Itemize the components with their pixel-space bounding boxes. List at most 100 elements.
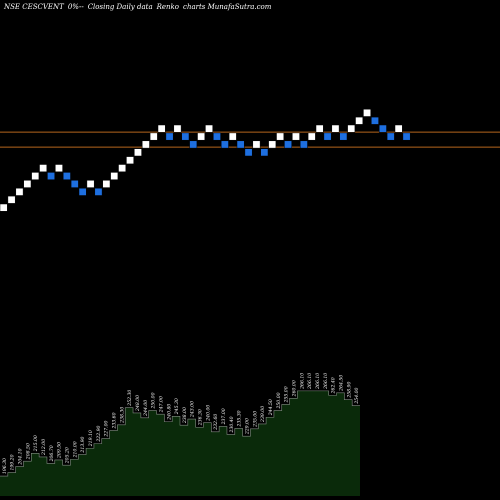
price-label-41: 266.10 [323, 373, 329, 390]
renko-brick-1 [7, 195, 16, 204]
renko-brick-26 [205, 124, 213, 133]
price-label-24: 243.00 [190, 401, 196, 418]
renko-brick-16 [126, 156, 134, 165]
price-label-2: 204.10 [18, 448, 24, 465]
renko-brick-23 [181, 132, 190, 141]
renko-brick-25 [197, 132, 206, 141]
price-label-0: 196.30 [2, 458, 8, 474]
price-label-15: 238.30 [119, 407, 125, 424]
price-label-10: 213.90 [80, 436, 86, 453]
price-label-27: 232.60 [213, 414, 219, 431]
renko-brick-20 [157, 124, 166, 133]
renko-brick-21 [165, 132, 174, 141]
renko-brick-8 [62, 172, 71, 180]
chart-title: NSE CESCVENT 0%-- Closing Daily data Renko c… [4, 3, 275, 11]
price-label-16: 252.30 [127, 390, 133, 407]
price-label-13: 227.00 [104, 420, 110, 437]
renko-brick-19 [149, 132, 158, 141]
renko-brick-28 [220, 140, 229, 149]
renko-brick-49 [386, 132, 395, 141]
price-label-25: 236.30 [198, 409, 204, 426]
price-label-31: 229.00 [245, 418, 251, 435]
price-label-22: 245.30 [174, 398, 180, 415]
price-label-26: 240.00 [205, 405, 211, 422]
renko-brick-0 [0, 203, 8, 212]
renko-brick-4 [31, 172, 40, 180]
renko-brick-36 [284, 140, 292, 149]
price-label-45: 254.00 [354, 387, 360, 404]
renko-brick-22 [173, 124, 182, 133]
price-label-19: 250.00 [151, 392, 157, 409]
price-label-17: 248.00 [135, 395, 141, 412]
price-label-37: 260.00 [291, 380, 297, 397]
price-label-34: 244.50 [268, 399, 274, 416]
price-label-12: 222.90 [96, 425, 102, 442]
renko-brick-38 [299, 140, 308, 149]
price-area-panel [0, 390, 360, 496]
title-separator: -- [78, 3, 84, 11]
title-site: charts MunafaSutra.com [183, 3, 272, 11]
price-label-44: 258.90 [346, 382, 352, 399]
price-label-9: 210.00 [72, 441, 78, 458]
price-label-18: 244.00 [143, 400, 149, 417]
reference-lines [0, 131, 500, 148]
renko-brick-6 [47, 172, 55, 180]
renko-brick-3 [23, 180, 32, 188]
renko-bricks [0, 108, 411, 212]
renko-brick-12 [94, 187, 103, 196]
price-label-36: 255.00 [284, 386, 290, 403]
price-label-5: 212.00 [41, 439, 47, 456]
renko-brick-33 [260, 148, 269, 157]
renko-brick-32 [252, 140, 261, 149]
price-label-4: 215.00 [33, 435, 39, 452]
renko-brick-34 [268, 140, 277, 149]
price-label-1: 199.20 [10, 454, 16, 470]
price-label-38: 266.10 [299, 373, 305, 390]
renko-brick-41 [323, 132, 332, 141]
title-symbol: NSE CESCVENT [4, 3, 64, 11]
price-label-11: 219.10 [88, 430, 94, 447]
renko-brick-43 [339, 132, 348, 141]
renko-brick-42 [331, 124, 340, 133]
renko-brick-30 [236, 140, 245, 149]
price-label-14: 233.60 [111, 412, 117, 429]
price-label-8: 205.20 [65, 447, 71, 464]
renko-brick-46 [363, 108, 371, 117]
title-mode: Closing Daily data [87, 3, 153, 11]
renko-brick-9 [70, 180, 79, 188]
price-label-6: 206.70 [49, 445, 55, 462]
renko-brick-31 [244, 148, 253, 157]
price-label-29: 230.40 [229, 416, 235, 433]
title-kind: Renko [156, 3, 180, 11]
renko-brick-47 [371, 116, 379, 125]
renko-brick-13 [102, 180, 111, 188]
price-labels: 196.30 199.20 204.10 208.50 215.00 212.00 206.… [2, 373, 360, 474]
price-label-7: 209.50 [57, 442, 63, 459]
renko-brick-15 [118, 164, 127, 173]
price-label-32: 235.00 [252, 411, 258, 428]
price-label-33: 239.00 [260, 406, 266, 423]
price-label-3: 208.50 [25, 443, 31, 460]
renko-brick-39 [307, 132, 316, 141]
price-label-43: 264.50 [338, 375, 344, 392]
price-label-20: 247.00 [158, 396, 164, 413]
renko-brick-27 [213, 132, 221, 141]
price-area [0, 390, 360, 496]
renko-brick-50 [394, 124, 403, 133]
title-change: 0% [67, 3, 79, 11]
price-label-21: 240.80 [166, 404, 172, 421]
renko-brick-2 [15, 187, 24, 196]
price-label-35: 250.00 [276, 392, 282, 409]
price-label-40: 266.10 [315, 373, 321, 390]
price-area-outline [0, 390, 360, 477]
renko-brick-40 [315, 124, 324, 133]
renko-brick-7 [55, 164, 63, 173]
renko-brick-29 [228, 132, 237, 141]
renko-brick-48 [378, 124, 387, 133]
renko-brick-45 [355, 116, 364, 125]
renko-brick-14 [110, 172, 119, 180]
price-label-30: 235.30 [237, 410, 243, 427]
renko-brick-18 [141, 140, 150, 149]
